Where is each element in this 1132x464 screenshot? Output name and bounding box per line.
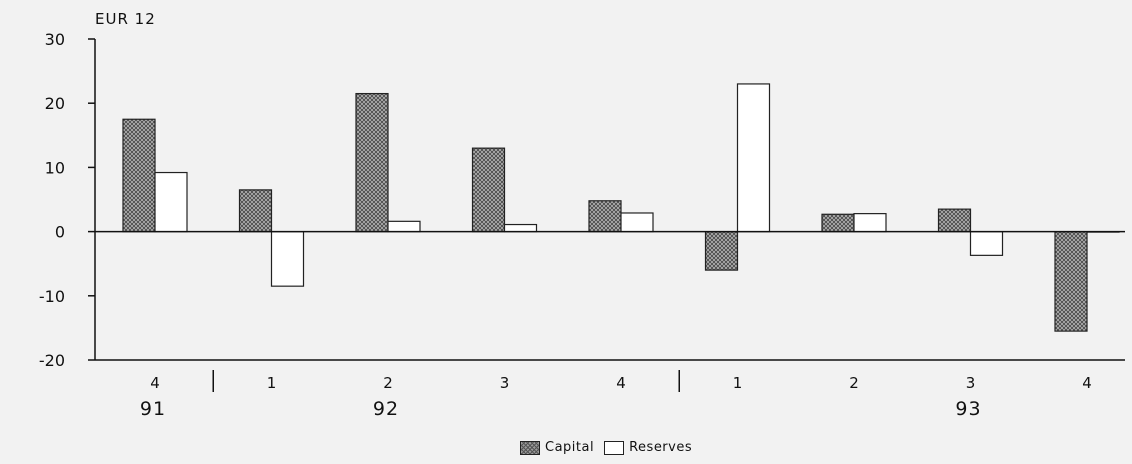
chart-title: EUR 12 <box>95 10 156 28</box>
bar-reserves-4 <box>620 212 654 233</box>
bar-reserves-5 <box>736 83 771 233</box>
bar-capital-3 <box>471 147 506 233</box>
legend-swatch-reserves <box>604 440 625 455</box>
bar-reserves-6 <box>853 213 887 233</box>
legend-item-capital: Capital <box>520 440 594 455</box>
bar-reserves-1 <box>270 231 305 287</box>
x-tick-label-2: 2 <box>383 374 393 392</box>
bar-capital-0 <box>122 118 156 233</box>
y-tick-label-0: 30 <box>45 30 65 49</box>
bar-capital-6 <box>821 213 855 233</box>
x-tick-label-7: 3 <box>966 374 976 392</box>
x-tick-label-0: 4 <box>150 374 160 392</box>
bars <box>95 83 1125 332</box>
y-tick-label-2: 10 <box>45 158 65 177</box>
legend-swatch-capital <box>520 440 540 455</box>
bar-reserves-3 <box>503 223 538 233</box>
year-label-91: 91 <box>140 398 166 420</box>
bar-capital-1 <box>238 189 273 233</box>
legend-item-reserves: Reserves <box>604 440 692 455</box>
x-tick-label-6: 2 <box>849 374 859 392</box>
year-label-92: 92 <box>373 398 399 420</box>
x-tick-label-4: 4 <box>616 374 626 392</box>
year-label-93: 93 <box>955 398 981 420</box>
y-tick-label-4: -10 <box>39 287 65 306</box>
x-tick-label-5: 1 <box>733 374 743 392</box>
x-tick-label-3: 3 <box>500 374 510 392</box>
legend-label-reserves: Reserves <box>629 440 693 455</box>
x-tick-label-1: 1 <box>267 374 277 392</box>
bar-reserves-7 <box>969 231 1004 256</box>
bar-reserves-2 <box>387 220 421 233</box>
y-tick-label-5: -20 <box>39 351 65 370</box>
x-axis: 4 1 2 3 4 1 2 3 4 91 92 93 <box>95 359 1125 420</box>
y-tick-label-3: 0 <box>55 223 65 242</box>
x-tick-label-8: 4 <box>1082 374 1092 392</box>
bar-capital-5 <box>704 231 739 271</box>
bar-capital-7 <box>937 208 972 233</box>
bar-reserves-0 <box>154 171 188 233</box>
bar-capital-4 <box>588 200 622 233</box>
bar-capital-8 <box>1054 231 1088 332</box>
bar-capital-2 <box>355 92 389 233</box>
legend: Capital Reserves <box>520 440 692 455</box>
legend-label-capital: Capital <box>545 440 595 455</box>
y-tick-label-1: 20 <box>45 94 65 113</box>
y-axis: 30 20 10 0 -10 -20 <box>39 30 96 370</box>
